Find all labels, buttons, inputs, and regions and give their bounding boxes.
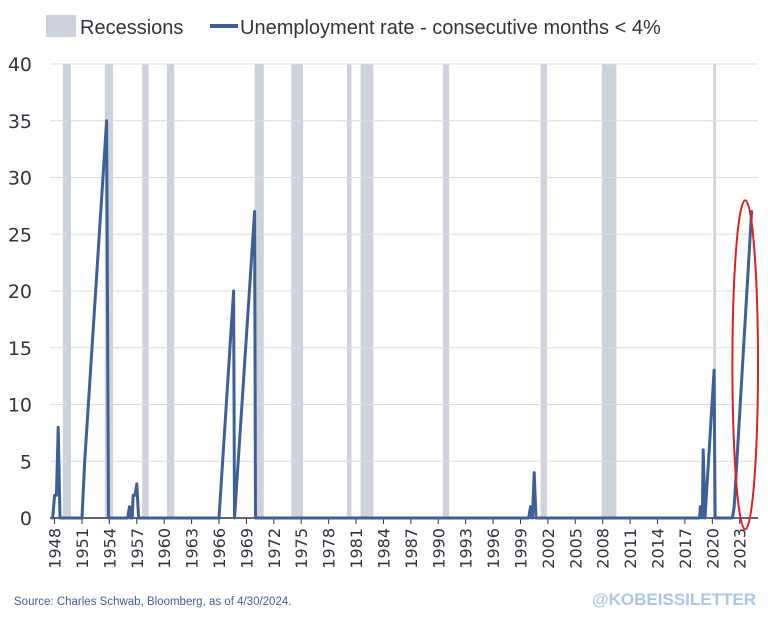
x-tick-label: 1999 bbox=[511, 528, 530, 569]
x-tick-label: 2005 bbox=[566, 528, 585, 569]
x-tick-label: 2023 bbox=[731, 528, 750, 569]
x-tick-label: 2014 bbox=[649, 528, 668, 569]
x-tick-label: 1954 bbox=[100, 528, 119, 569]
x-tick-label: 2011 bbox=[621, 528, 640, 569]
y-tick-label: 0 bbox=[20, 508, 32, 530]
highlight-ellipse bbox=[731, 199, 760, 531]
x-tick-label: 1969 bbox=[237, 528, 256, 569]
y-tick-label: 15 bbox=[8, 338, 32, 360]
gridlines bbox=[50, 63, 758, 462]
y-tick-label: 5 bbox=[20, 451, 32, 473]
y-tick-label: 10 bbox=[8, 395, 32, 417]
legend-label-recessions: Recessions bbox=[80, 17, 183, 39]
x-tick-label: 1972 bbox=[265, 528, 284, 569]
y-axis-tick-labels: 0 5 10 15 20 25 30 35 40 bbox=[8, 54, 32, 530]
x-tick-label: 2008 bbox=[594, 528, 613, 569]
series-lines bbox=[51, 119, 754, 520]
y-tick-label: 25 bbox=[8, 224, 32, 246]
x-tick-label: 1990 bbox=[429, 528, 448, 569]
x-tick-label: 1981 bbox=[347, 528, 366, 569]
y-tick-label: 30 bbox=[8, 168, 32, 190]
series-line-0 bbox=[51, 119, 754, 520]
x-tick-label: 1963 bbox=[183, 528, 202, 569]
legend: Recessions Unemployment rate - consecuti… bbox=[46, 15, 661, 39]
legend-label-unemployment-line: Unemployment rate - consecutive months <… bbox=[240, 17, 661, 39]
x-tick-label: 1993 bbox=[457, 528, 476, 569]
legend-swatch-recessions bbox=[46, 15, 76, 37]
x-tick-label: 1984 bbox=[374, 528, 393, 569]
x-tick-label: 1951 bbox=[73, 528, 92, 569]
x-tick-label: 1957 bbox=[128, 528, 147, 569]
x-tick-label: 1960 bbox=[155, 528, 174, 569]
y-tick-label: 20 bbox=[8, 281, 32, 303]
x-tick-label: 1987 bbox=[402, 528, 421, 569]
x-axis-tick-labels: 1948 1951 1954 1957 1960 1963 1966 1969 1972 1975… bbox=[46, 518, 750, 569]
y-tick-label: 40 bbox=[8, 54, 32, 76]
x-tick-label: 2017 bbox=[676, 528, 695, 569]
x-tick-label: 2002 bbox=[539, 528, 558, 569]
source-note: Source: Charles Schwab, Bloomberg, as of… bbox=[14, 596, 291, 608]
x-tick-label: 1948 bbox=[46, 528, 65, 569]
x-tick-label: 1975 bbox=[292, 528, 311, 569]
x-tick-label: 1996 bbox=[484, 528, 503, 569]
x-tick-label: 1978 bbox=[320, 528, 339, 569]
x-tick-label: 2020 bbox=[703, 528, 722, 569]
x-tick-label: 1966 bbox=[210, 528, 229, 569]
watermark: @KOBEISSILETTER bbox=[592, 590, 756, 609]
y-tick-label: 35 bbox=[8, 111, 32, 133]
